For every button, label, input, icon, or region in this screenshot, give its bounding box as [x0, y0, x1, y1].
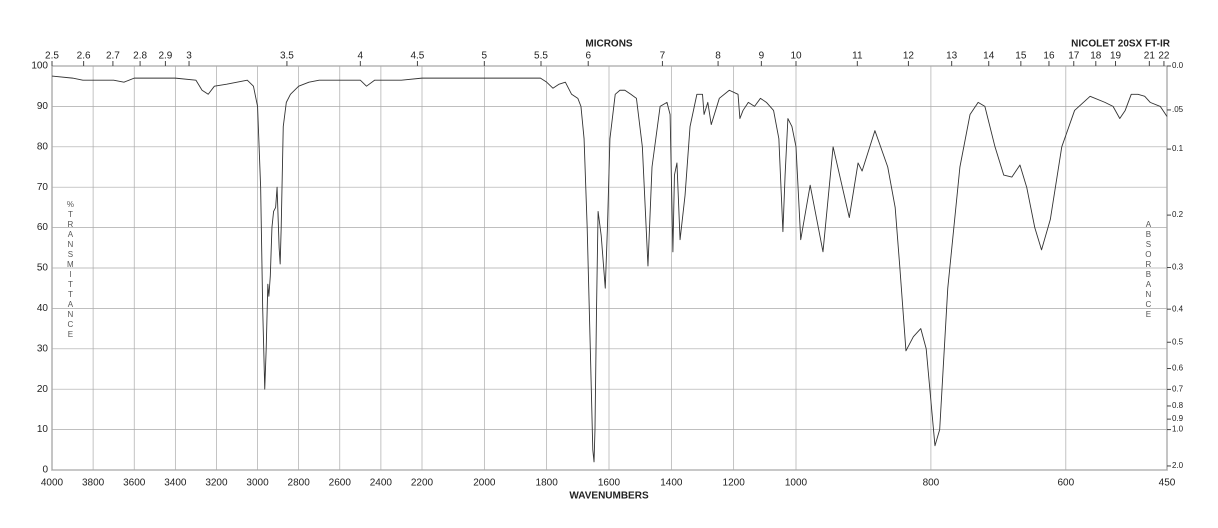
spectrum-line [51, 75, 1168, 463]
x-tick-label: 2800 [288, 478, 311, 489]
chart-title: NICOLET 20SX FT-IR [1071, 39, 1171, 50]
x-tick-label: 3200 [205, 478, 228, 489]
y-tick-label: 90 [37, 101, 49, 112]
x2-tick-label: 8 [715, 51, 721, 62]
x-tick-label: 450 [1159, 478, 1176, 489]
x2-tick-label: 17 [1068, 51, 1080, 62]
x-tick-label: 2200 [411, 478, 434, 489]
y2-tick-label: 0.5 [1172, 337, 1184, 346]
x-tick-label: 4000 [41, 478, 64, 489]
x2-tick-label: 3 [186, 51, 192, 62]
x-tick-label: 800 [923, 478, 940, 489]
x2-tick-label: 15 [1015, 51, 1027, 62]
x2-tick-label: 2.8 [133, 51, 147, 62]
y-tick-label: 60 [37, 222, 49, 233]
y-tick-label: 100 [31, 61, 48, 72]
x2-tick-label: 14 [983, 51, 995, 62]
x2-tick-label: 12 [903, 51, 915, 62]
y2-tick-label: 0.2 [1172, 210, 1184, 219]
x2-tick-label: 10 [790, 51, 802, 62]
x2-tick-label: 2.7 [106, 51, 120, 62]
x-axis-label: WAVENUMBERS [569, 491, 649, 502]
x2-tick-label: 2.5 [45, 51, 59, 62]
y2-tick-label: 2.0 [1172, 461, 1184, 470]
x2-tick-label: 16 [1043, 51, 1055, 62]
y2-tick-label: 0.9 [1172, 414, 1184, 423]
x-tick-label: 2000 [473, 478, 496, 489]
y2-tick-label: .05 [1172, 105, 1184, 114]
y2-tick-label: 0.6 [1172, 364, 1184, 373]
y2-axis-label: ABSORBANCE [1144, 220, 1153, 320]
x2-tick-label: 19 [1110, 51, 1122, 62]
x2-tick-label: 22 [1158, 51, 1170, 62]
x2-tick-label: 7 [660, 51, 666, 62]
x2-tick-label: 4.5 [410, 51, 424, 62]
x-tick-label: 3400 [164, 478, 187, 489]
y-axis-label: %TRANSMITTANCE [66, 200, 75, 340]
x2-tick-label: 5.5 [534, 51, 548, 62]
y2-tick-label: 0.1 [1172, 144, 1184, 153]
x2-axis-label: MICRONS [585, 39, 633, 50]
y2-tick-label: 0.7 [1172, 385, 1184, 394]
x2-tick-label: 6 [585, 51, 591, 62]
x2-tick-label: 3.5 [280, 51, 294, 62]
x-tick-label: 3800 [82, 478, 105, 489]
y-tick-label: 80 [37, 141, 49, 152]
x-tick-label: 1800 [536, 478, 559, 489]
y2-tick-label: 0.0 [1172, 61, 1184, 70]
y2-tick-label: 1.0 [1172, 425, 1184, 434]
y-tick-label: 50 [37, 263, 49, 274]
x-tick-label: 2400 [370, 478, 393, 489]
x2-tick-label: 4 [358, 51, 364, 62]
y-tick-label: 30 [37, 343, 49, 354]
y-tick-label: 70 [37, 182, 49, 193]
x-tick-label: 3000 [246, 478, 269, 489]
y2-tick-label: 0.4 [1172, 304, 1184, 313]
y2-tick-label: 0.3 [1172, 263, 1184, 272]
x-tick-label: 1600 [598, 478, 621, 489]
x2-tick-label: 11 [852, 51, 863, 62]
x-tick-label: 3600 [123, 478, 146, 489]
x2-tick-label: 2.9 [158, 51, 172, 62]
x2-tick-label: 2.6 [77, 51, 91, 62]
y-tick-label: 40 [37, 303, 49, 314]
x-tick-label: 2600 [329, 478, 352, 489]
y-tick-label: 10 [37, 424, 49, 435]
x-tick-label: 1200 [723, 478, 746, 489]
y-tick-label: 0 [42, 465, 48, 476]
x2-tick-label: 18 [1090, 51, 1102, 62]
x2-tick-label: 5 [482, 51, 488, 62]
x-tick-label: 1400 [660, 478, 683, 489]
x-tick-label: 1000 [785, 478, 808, 489]
x2-tick-label: 13 [946, 51, 958, 62]
x2-tick-label: 21 [1144, 51, 1156, 62]
x2-tick-label: 9 [759, 51, 765, 62]
y2-tick-label: 0.8 [1172, 401, 1184, 410]
x-tick-label: 600 [1057, 478, 1074, 489]
y-tick-label: 20 [37, 384, 49, 395]
